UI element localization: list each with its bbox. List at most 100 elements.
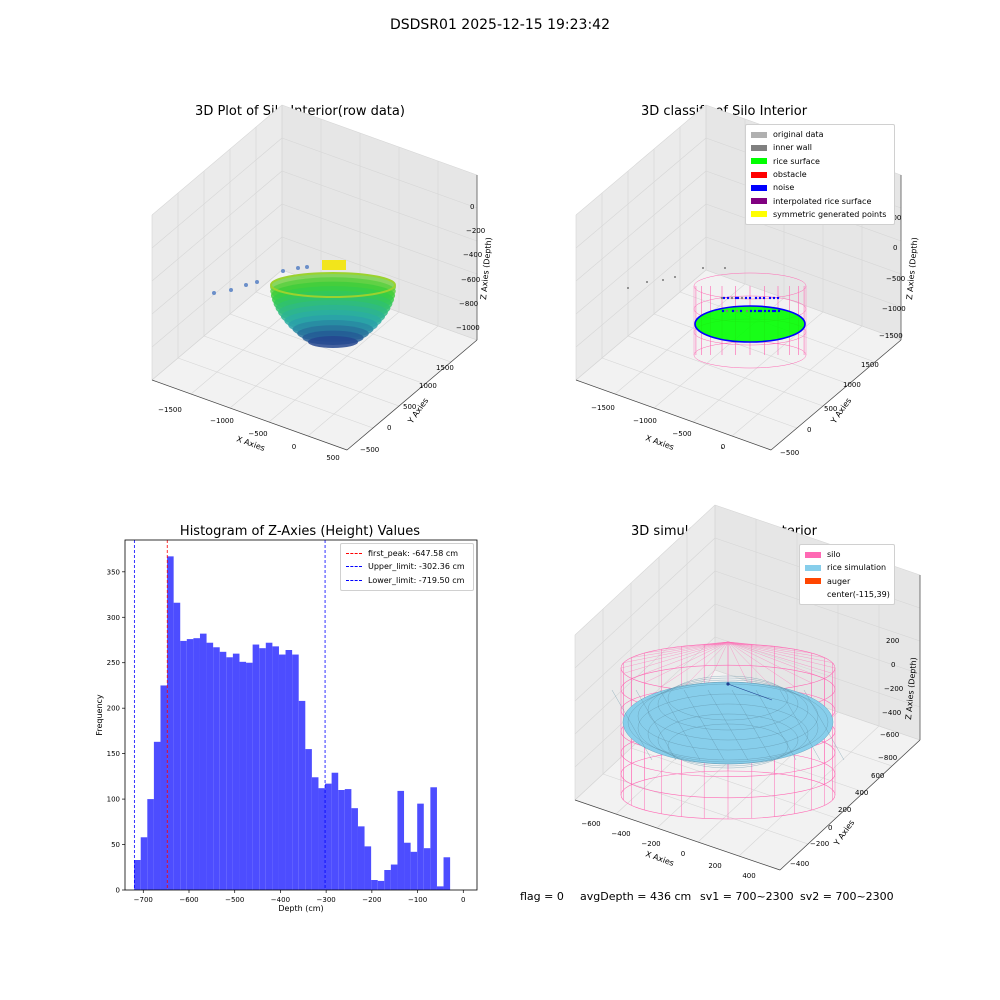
histogram-reference-lines xyxy=(133,540,326,890)
p4-ztick: −200 xyxy=(884,685,903,693)
legend-item-first-peak: first_peak: -647.58 cm xyxy=(346,547,468,560)
histogram-bar xyxy=(246,662,253,890)
legend-swatch xyxy=(751,198,767,205)
funnel-layer xyxy=(308,336,358,348)
original-point xyxy=(674,276,676,278)
p2-xtick: −1500 xyxy=(591,404,615,412)
histogram-bar xyxy=(226,657,233,890)
noise-point xyxy=(753,309,757,313)
p2-ytick: 500 xyxy=(824,405,837,413)
surface-point xyxy=(322,260,326,265)
surface-point xyxy=(334,260,338,265)
p4-ytick: −200 xyxy=(810,840,829,848)
footer-avg-depth: avgDepth = 436 cm xyxy=(580,890,692,903)
histogram-bar xyxy=(318,788,326,890)
histogram-bar xyxy=(278,654,286,890)
noise-point xyxy=(744,296,748,300)
legend-swatch xyxy=(805,564,821,571)
mesh-line xyxy=(707,689,749,761)
histogram-bar xyxy=(344,789,352,890)
p4-ztick: −800 xyxy=(878,754,897,762)
legend-item-original-data: original data xyxy=(751,128,889,141)
histogram-bars xyxy=(134,556,451,890)
inner-wall-noise xyxy=(694,305,806,343)
histogram-xlabel: Depth (cm) xyxy=(278,904,323,913)
histogram-bar xyxy=(417,803,424,890)
left-pane xyxy=(576,105,706,380)
noise-point xyxy=(777,309,781,313)
silo-roof-rib xyxy=(727,641,825,679)
p4-xlabel: X Axies xyxy=(644,849,675,868)
y-tick-label: 250 xyxy=(107,659,120,667)
panel4-silo-simulation xyxy=(611,641,845,820)
outlier-point xyxy=(229,288,233,292)
histogram-bar xyxy=(167,556,174,890)
y-tick-label: 350 xyxy=(107,568,120,576)
p1-ytick: 500 xyxy=(403,403,416,411)
histogram-bar xyxy=(331,772,339,890)
p4-ztick: 0 xyxy=(891,661,895,669)
grid-line xyxy=(574,570,716,702)
p4-ylabel: Y Axies xyxy=(832,818,857,848)
histogram-bar xyxy=(239,661,247,890)
noise-point xyxy=(757,309,761,313)
footer-sv1: sv1 = 700~2300 xyxy=(700,890,794,903)
grid-line xyxy=(705,203,902,275)
mesh-line xyxy=(803,689,845,761)
silo-roof-rib xyxy=(681,641,729,690)
grid-line xyxy=(281,170,478,242)
grid-line xyxy=(307,325,439,437)
grid-line xyxy=(575,104,707,216)
grid-line xyxy=(614,283,746,395)
histogram-bar xyxy=(364,846,372,890)
axis-line xyxy=(574,799,781,871)
histogram-bar xyxy=(153,741,161,890)
silo-roof-rib xyxy=(727,641,812,684)
legend-item-upper-limit: Upper_limit: -302.36 cm xyxy=(346,560,468,573)
mesh-line xyxy=(657,677,799,731)
histogram-bar xyxy=(390,864,398,890)
p2-ytick: −500 xyxy=(780,449,799,457)
silo-roof-rib xyxy=(644,641,729,654)
y-tick-label: 0 xyxy=(116,887,120,895)
legend-swatch xyxy=(805,592,821,598)
auger-line xyxy=(727,683,773,701)
outlier-point xyxy=(296,266,300,270)
legend-line xyxy=(346,566,362,568)
silo-roof-rib xyxy=(727,641,775,690)
rice-simulation-surface xyxy=(622,681,834,765)
histogram-bar xyxy=(265,642,273,890)
grid-line xyxy=(575,170,707,282)
original-point xyxy=(721,447,723,449)
y-tick-label: 50 xyxy=(111,841,120,849)
histogram-bar xyxy=(410,851,418,890)
histogram-bar xyxy=(436,886,444,890)
panel3-legend: first_peak: -647.58 cm Upper_limit: -302… xyxy=(340,543,474,591)
p1-ztick: −1000 xyxy=(456,324,480,332)
panel2-classified-points xyxy=(627,267,807,449)
legend-item-rice-simulation: rice simulation xyxy=(805,561,889,574)
axis-line xyxy=(346,339,478,451)
histogram-x-ticks: −700 −600 −500 −400 −300 −200 −100 0 xyxy=(134,890,466,904)
legend-item-symmetric: symmetric generated points xyxy=(751,208,889,221)
surface-point xyxy=(326,265,330,270)
silo-roof-rib xyxy=(620,641,729,669)
grid-line xyxy=(281,137,478,209)
p1-ztick: −200 xyxy=(466,227,485,235)
p1-xtick: −1500 xyxy=(158,406,182,414)
mesh-line xyxy=(637,681,819,751)
histogram-bar xyxy=(357,826,365,890)
mesh-line xyxy=(657,713,799,767)
silo-roof-rib xyxy=(727,641,795,650)
histogram-bar xyxy=(272,646,279,890)
silo-roof-rib xyxy=(727,641,833,663)
histogram-bar xyxy=(259,648,266,890)
p1-ztick: −600 xyxy=(461,276,480,284)
mesh-line xyxy=(659,689,701,761)
histogram-bar xyxy=(285,650,293,890)
histogram-bar xyxy=(377,880,385,890)
x-tick-label: −600 xyxy=(179,896,198,904)
outlier-point xyxy=(305,265,309,269)
histogram-bar xyxy=(213,647,220,890)
